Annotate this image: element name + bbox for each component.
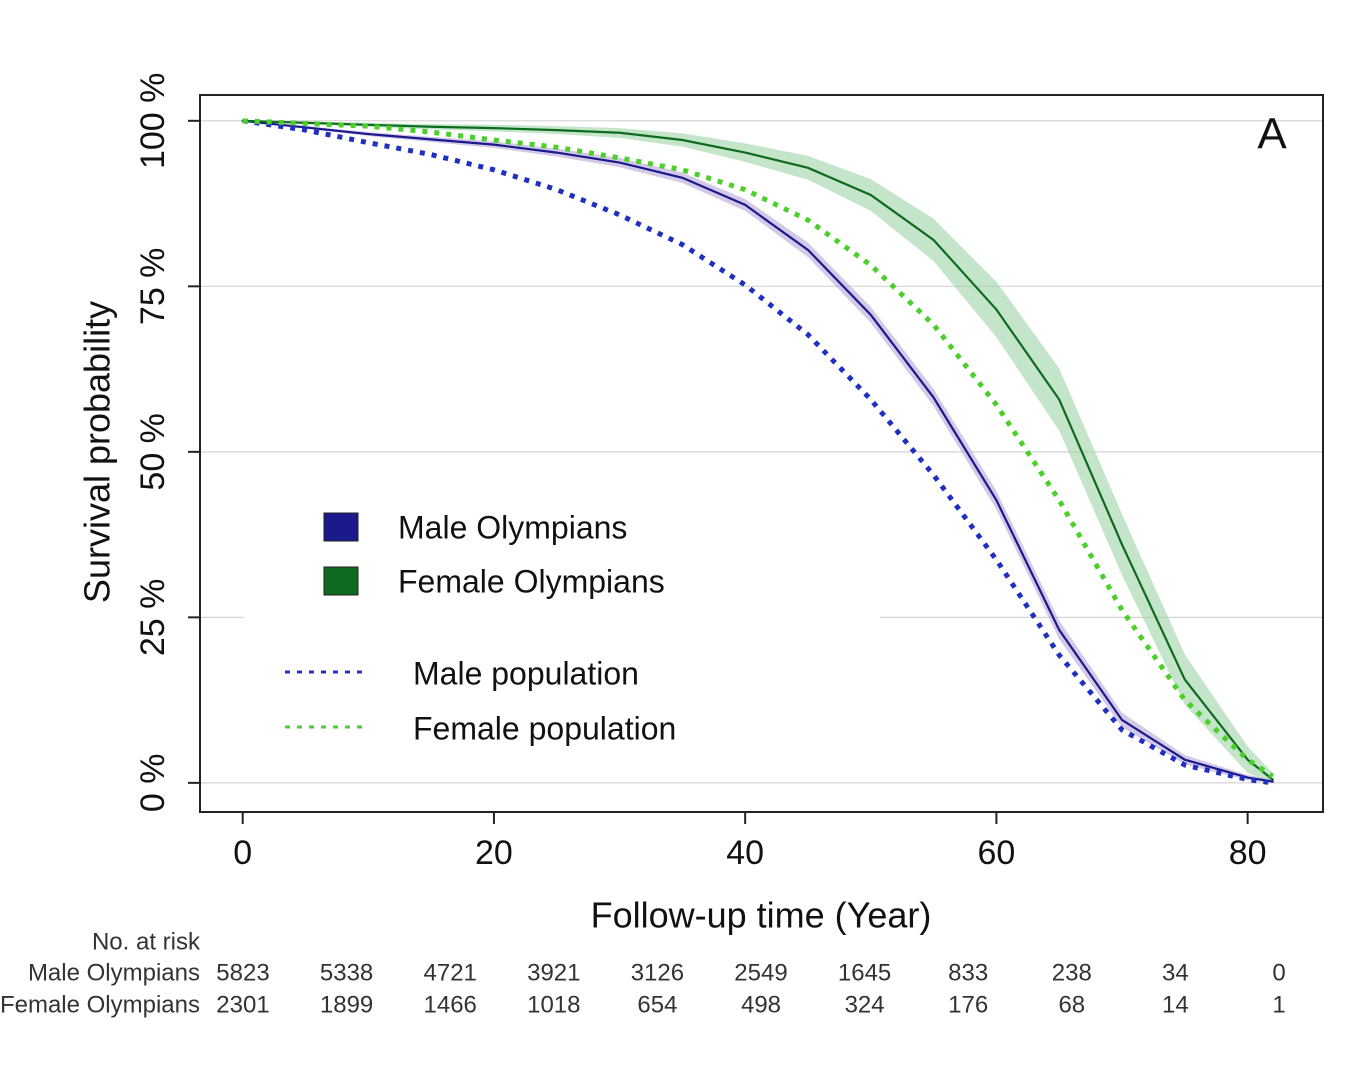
risk-table-title: No. at risk (92, 928, 201, 955)
x-tick-label: 20 (475, 834, 513, 872)
x-tick-label: 40 (726, 834, 764, 872)
y-tick-label: 0 % (134, 754, 172, 813)
risk-value: 2301 (216, 991, 269, 1018)
lines (241, 118, 1275, 786)
plot-frame (199, 94, 1324, 813)
risk-value: 68 (1058, 991, 1085, 1018)
risk-row-label: Male Olympians (28, 959, 200, 986)
dotted-line (242, 118, 1275, 779)
x-axis-title: Follow-up time (Year) (591, 895, 932, 936)
legend-swatch (323, 512, 359, 542)
risk-value: 1899 (320, 991, 373, 1018)
x-tick-label: 0 (233, 834, 252, 872)
risk-value: 238 (1052, 959, 1092, 986)
y-tick-label: 75 % (134, 248, 172, 326)
risk-value: 1018 (527, 991, 580, 1018)
y-tick-label: 100 % (134, 73, 172, 169)
legend-swatch (323, 566, 359, 596)
risk-value: 1 (1272, 991, 1285, 1018)
risk-value: 1645 (838, 959, 891, 986)
risk-value: 5823 (216, 959, 269, 986)
risk-value: 0 (1272, 959, 1285, 986)
risk-value: 34 (1162, 959, 1189, 986)
risk-value: 3921 (527, 959, 580, 986)
risk-value: 4721 (424, 959, 477, 986)
risk-row-label: Female Olympians (0, 991, 200, 1018)
y-axis-title: Survival probability (77, 301, 118, 603)
y-tick-label: 50 % (134, 413, 172, 491)
dotted-line (242, 118, 1274, 786)
y-tick-label: 25 % (134, 579, 172, 657)
risk-value: 2549 (734, 959, 787, 986)
legend-label: Female Olympians (398, 563, 665, 599)
x-tick-label: 60 (977, 834, 1015, 872)
panel-label: A (1257, 110, 1287, 159)
risk-value: 14 (1162, 991, 1189, 1018)
x-tick-label: 80 (1229, 834, 1267, 872)
risk-value: 498 (741, 991, 781, 1018)
risk-value: 833 (948, 959, 988, 986)
risk-value: 176 (948, 991, 988, 1018)
legend-label: Male population (413, 655, 639, 691)
risk-value: 654 (637, 991, 677, 1018)
legend-label: Female population (413, 710, 676, 746)
risk-value: 5338 (320, 959, 373, 986)
risk-value: 324 (845, 991, 885, 1018)
legend-label: Male Olympians (398, 509, 627, 545)
legend: Male Olympians Female Olympians Male popul… (244, 490, 880, 770)
survival-line (241, 119, 1274, 783)
survival-line (241, 119, 1274, 781)
risk-value: 1466 (424, 991, 477, 1018)
risk-value: 3126 (631, 959, 684, 986)
